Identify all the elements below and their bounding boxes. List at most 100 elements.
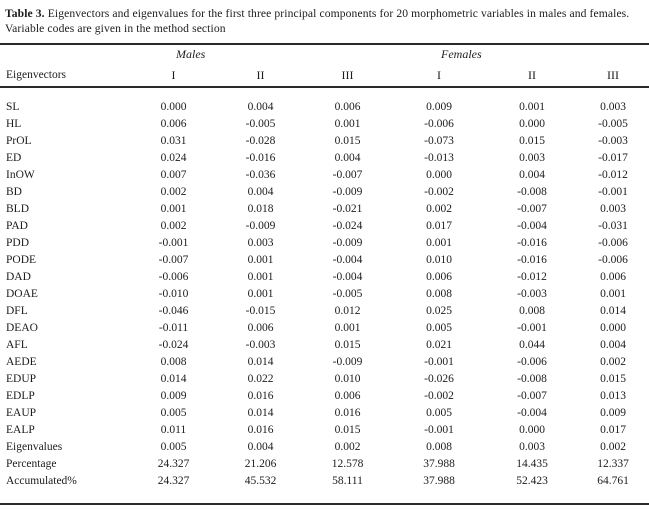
cell: 0.002 [600, 440, 626, 453]
row-header-eigenvectors: Eigenvectors [6, 69, 67, 81]
cell: 0.000 [160, 100, 187, 113]
cell: 0.009 [426, 100, 452, 113]
cell: 0.015 [519, 134, 545, 147]
column-header-females-1: I [437, 67, 441, 82]
cell: 0.005 [160, 406, 187, 419]
cell: 0.016 [247, 389, 274, 402]
cell: -0.006 [424, 117, 454, 130]
table-row: AEDE 0.008 0.014 -0.009 -0.001 -0.006 0.… [0, 353, 649, 370]
cell: -0.009 [245, 219, 276, 232]
cell: -0.003 [517, 287, 547, 300]
table-row: BD 0.002 0.004 -0.009 -0.002 -0.008 -0.0… [0, 183, 649, 200]
cell: -0.008 [517, 372, 547, 385]
cell: 0.004 [519, 168, 545, 181]
cell: -0.007 [332, 168, 363, 181]
cell: 0.006 [334, 389, 361, 402]
group-header-males: Males [176, 47, 206, 61]
cell: 0.009 [600, 406, 626, 419]
row-label: AFL [6, 338, 28, 351]
column-header-males-3: III [341, 67, 354, 82]
cell: 52.423 [516, 474, 548, 487]
cell: 0.001 [247, 270, 274, 283]
cell: 0.044 [519, 338, 545, 351]
cell: 0.001 [334, 321, 361, 334]
cell: -0.005 [598, 117, 628, 130]
row-label: ED [6, 151, 22, 164]
row-label: EDUP [6, 372, 37, 385]
cell: 0.014 [247, 355, 274, 368]
table-row: HL 0.006 -0.005 0.001 -0.006 0.000 -0.00… [0, 115, 649, 132]
cell: -0.031 [598, 219, 628, 232]
table-row: DOAE -0.010 0.001 -0.005 0.008 -0.003 0.… [0, 285, 649, 302]
cell: -0.016 [517, 236, 547, 249]
row-label: PDD [6, 236, 30, 249]
table-row: ED 0.024 -0.016 0.004 -0.013 0.003 -0.01… [0, 149, 649, 166]
row-label: DEAO [6, 321, 38, 334]
cell: 0.006 [600, 270, 626, 283]
row-label: BLD [6, 202, 29, 215]
row-label: BD [6, 185, 22, 198]
cell: -0.073 [424, 134, 454, 147]
row-label: InOW [6, 168, 35, 181]
cell: -0.001 [424, 423, 454, 436]
cell: 0.008 [426, 287, 452, 300]
row-label: SL [6, 100, 20, 113]
cell: -0.024 [158, 338, 189, 351]
cell: -0.046 [158, 304, 189, 317]
table-row: PAD 0.002 -0.009 -0.024 0.017 -0.004 -0.… [0, 217, 649, 234]
cell: 0.003 [519, 151, 545, 164]
cell: -0.001 [598, 185, 628, 198]
cell: 0.024 [160, 151, 187, 164]
cell: -0.001 [158, 236, 189, 249]
cell: -0.005 [332, 287, 363, 300]
cell: 24.327 [157, 457, 190, 470]
cell: -0.004 [517, 406, 547, 419]
cell: 0.009 [160, 389, 187, 402]
cell: -0.012 [598, 168, 628, 181]
cell: -0.009 [332, 236, 363, 249]
cell: -0.010 [158, 287, 189, 300]
cell: -0.006 [158, 270, 189, 283]
cell: -0.036 [245, 168, 276, 181]
cell: 0.014 [600, 304, 626, 317]
cell: 0.006 [247, 321, 274, 334]
cell: 0.016 [334, 406, 361, 419]
cell: 0.002 [160, 185, 187, 198]
cell: 14.435 [516, 457, 548, 470]
cell: 0.005 [426, 406, 452, 419]
cell: -0.002 [424, 185, 454, 198]
cell: -0.009 [332, 185, 363, 198]
cell: -0.009 [332, 355, 363, 368]
cell: -0.024 [332, 219, 363, 232]
cell: 0.002 [334, 440, 361, 453]
row-label: PAD [6, 219, 28, 232]
cell: 0.004 [600, 338, 626, 351]
row-label: EDLP [6, 389, 35, 402]
column-header-females-2: II [528, 67, 536, 82]
group-header-spacer [0, 44, 130, 64]
cell: 0.006 [426, 270, 452, 283]
cell: -0.013 [424, 151, 454, 164]
caption-text: Eigenvectors and eigenvalues for the fir… [5, 7, 630, 35]
table-row: PrOL 0.031 -0.028 0.015 -0.073 0.015 -0.… [0, 132, 649, 149]
cell: 0.025 [426, 304, 452, 317]
cell: -0.028 [245, 134, 276, 147]
table-row: EDUP 0.014 0.022 0.010 -0.026 -0.008 0.0… [0, 370, 649, 387]
cell: 0.002 [600, 355, 626, 368]
cell: 0.006 [160, 117, 187, 130]
caption-label: Table 3. [5, 7, 45, 20]
cell: 37.988 [423, 457, 455, 470]
cell: 0.022 [247, 372, 274, 385]
cell: 0.013 [600, 389, 626, 402]
cell: 0.000 [426, 168, 452, 181]
cell: 21.206 [244, 457, 277, 470]
table-row: EAUP 0.005 0.014 0.016 0.005 -0.004 0.00… [0, 404, 649, 421]
table-row: Accumulated% 24.327 45.532 58.111 37.988… [0, 472, 649, 504]
column-header-males-2: II [256, 67, 265, 82]
cell: 0.003 [600, 100, 626, 113]
cell: -0.007 [158, 253, 189, 266]
cell: 0.014 [247, 406, 274, 419]
cell: 0.001 [247, 287, 274, 300]
cell: -0.006 [598, 253, 628, 266]
cell: -0.015 [245, 304, 276, 317]
